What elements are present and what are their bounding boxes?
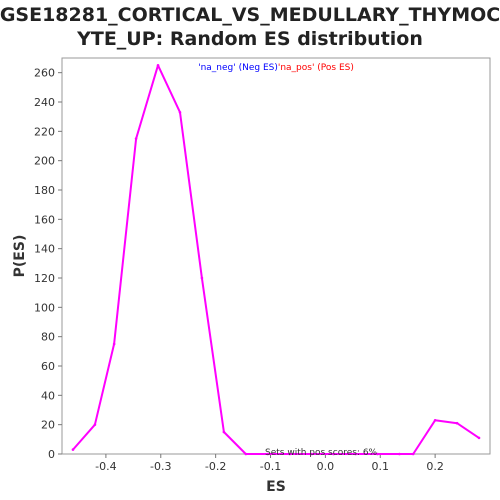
y-tick-label: 180 <box>34 184 55 197</box>
data-point <box>112 342 116 346</box>
data-point <box>288 452 292 456</box>
x-tick-label: -0.4 <box>95 460 116 473</box>
x-tick-label: 0.2 <box>426 460 444 473</box>
data-point <box>93 423 97 426</box>
plot-area <box>61 57 491 455</box>
data-point <box>433 418 437 422</box>
y-axis: 0 20 40 60 80 100 120 140 160 180 200 220 240 260 <box>34 67 62 461</box>
y-tick-label: 220 <box>34 125 55 138</box>
chart-title-line-1: GSE18281_CORTICAL_VS_MEDULLARY_THYMOC <box>0 4 500 26</box>
data-point <box>244 452 248 456</box>
pos-scores-annotation: Sets with pos scores: 6% <box>265 448 378 458</box>
y-tick-label: 40 <box>41 389 55 402</box>
x-axis: -0.4 -0.3 -0.2 -0.1 0.0 0.1 0.2 <box>95 454 444 473</box>
data-point <box>376 452 379 456</box>
data-point <box>310 452 313 456</box>
data-point <box>200 276 204 280</box>
chart-title-line-2: YTE_UP: Random ES distribution <box>76 28 423 50</box>
x-tick-label: 0.1 <box>372 460 390 473</box>
x-axis-label: ES <box>266 479 286 495</box>
data-point <box>156 64 160 67</box>
y-tick-label: 0 <box>48 448 55 461</box>
data-point <box>71 448 75 451</box>
legend: 'na_neg' (Neg ES)'na_pos' (Pos ES) <box>198 63 354 73</box>
x-tick-label: -0.2 <box>205 460 226 473</box>
y-tick-label: 260 <box>34 67 55 80</box>
y-tick-label: 60 <box>41 360 55 373</box>
legend-entry-neg: 'na_neg' (Neg ES) <box>198 63 278 73</box>
y-tick-label: 20 <box>41 419 55 432</box>
data-point <box>134 137 138 140</box>
x-tick-label: -0.1 <box>260 460 281 473</box>
y-tick-label: 100 <box>34 301 55 314</box>
data-point <box>398 452 401 456</box>
y-tick-label: 240 <box>34 96 55 109</box>
series-line-es <box>72 64 480 455</box>
y-tick-label: 200 <box>34 155 55 168</box>
data-point <box>477 436 481 440</box>
y-tick-label: 160 <box>34 213 55 226</box>
y-tick-label: 120 <box>34 272 55 285</box>
data-point <box>178 110 182 114</box>
y-tick-label: 80 <box>41 331 55 344</box>
data-point <box>354 452 357 456</box>
x-tick-label: 0.0 <box>317 460 335 473</box>
data-point <box>266 452 270 456</box>
data-point <box>411 452 415 456</box>
y-tick-label: 140 <box>34 243 55 256</box>
y-axis-label: P(ES) <box>12 235 28 278</box>
x-tick-label: -0.3 <box>150 460 171 473</box>
data-point <box>222 430 226 434</box>
legend-entry-pos: 'na_pos' (Pos ES) <box>278 63 354 73</box>
data-point <box>332 452 335 456</box>
data-point <box>455 421 459 425</box>
